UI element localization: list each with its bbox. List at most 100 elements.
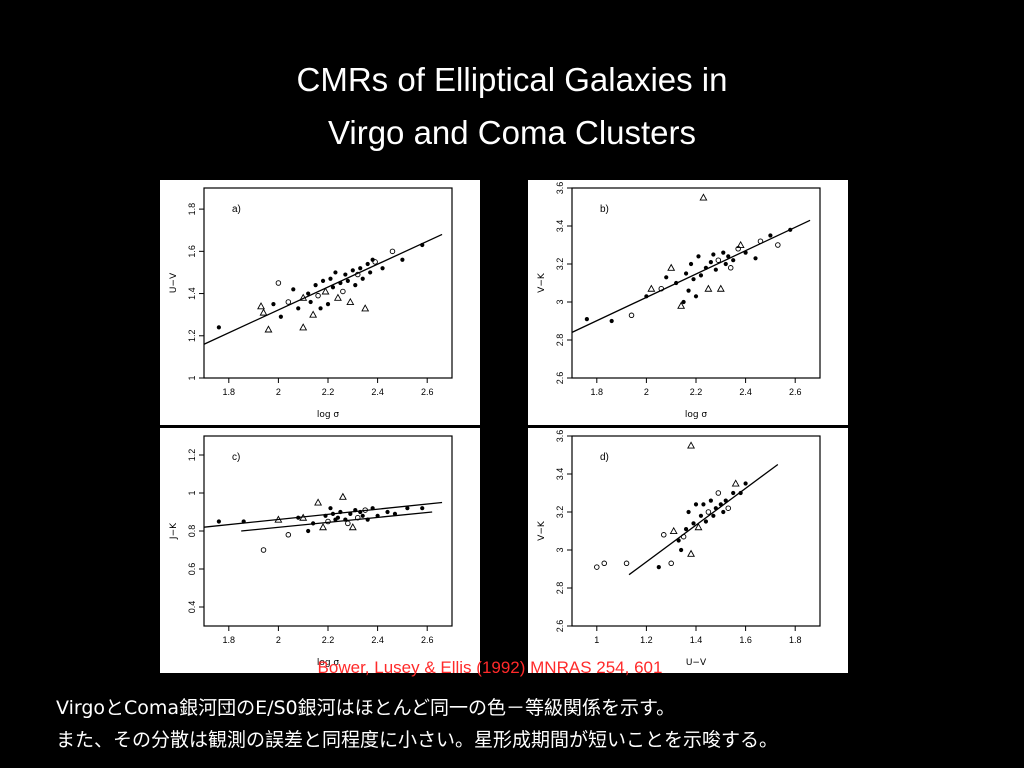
y-tick-label: 0.4 <box>187 601 197 614</box>
data-point-filled <box>698 273 704 278</box>
data-point-filled <box>343 517 348 522</box>
y-tick-label: 3.4 <box>555 468 565 481</box>
data-point-triangle <box>309 310 318 318</box>
x-tick-label: 1 <box>594 635 599 645</box>
fit-line <box>571 219 811 333</box>
data-point-triangle <box>716 284 725 292</box>
data-point-filled <box>723 498 728 503</box>
data-point-triangle <box>319 523 328 531</box>
y-tick-label: 3.6 <box>555 430 565 443</box>
data-point-open <box>340 288 346 295</box>
x-tick-label: 1.6 <box>739 635 752 645</box>
data-point-filled <box>676 538 681 543</box>
chart-panel-d: 1 1.2 1.4 1.6 1.8 2.6 2.8 3 3.2 3.4 3.6 U−V V−K d) <box>528 428 848 673</box>
x-tick-label: 2.2 <box>322 635 335 645</box>
data-point-filled <box>711 513 716 518</box>
data-point-open <box>355 271 361 278</box>
data-point-filled <box>358 266 363 271</box>
data-point-filled <box>711 252 716 257</box>
y-tick-label: 2.8 <box>555 334 565 347</box>
data-point-filled <box>743 481 748 486</box>
data-point-open <box>661 532 667 538</box>
x-tick-label: 2 <box>644 387 649 397</box>
data-point-filled <box>400 257 405 262</box>
data-point-open <box>757 238 764 244</box>
y-tick-label: 1.6 <box>187 245 197 258</box>
caption-line2: また、その分散は観測の誤差と同程度に小さい。星形成期間が短いことを示唆する。 <box>56 729 779 751</box>
data-point-filled <box>731 258 736 263</box>
x-tick-label: 2.2 <box>322 387 335 397</box>
data-point-filled <box>318 306 323 311</box>
y-tick-label: 1 <box>187 375 197 380</box>
data-point-filled <box>385 509 390 515</box>
data-point-filled <box>380 266 385 271</box>
data-point-open <box>285 532 292 538</box>
data-point-triangle <box>687 549 696 557</box>
data-point-triangle <box>259 308 268 316</box>
data-point-filled <box>708 260 713 265</box>
data-point-filled <box>296 306 301 311</box>
data-point-open <box>658 285 665 292</box>
data-point-triangle <box>299 323 308 331</box>
data-point-filled <box>271 302 276 307</box>
data-point-filled <box>723 261 728 267</box>
data-point-filled <box>703 519 709 524</box>
data-point-triangle <box>677 301 686 309</box>
data-point-filled <box>330 285 336 290</box>
data-point-filled <box>353 508 358 513</box>
panel-label: b) <box>600 204 609 215</box>
y-tick-label: 3 <box>555 547 565 552</box>
panel-background <box>528 180 848 425</box>
data-point-filled <box>701 502 706 507</box>
data-point-filled <box>368 270 373 275</box>
data-point-filled <box>216 519 221 524</box>
x-tick-label: 2.4 <box>371 635 384 645</box>
y-tick-label: 1 <box>187 490 197 495</box>
fit-line <box>203 233 443 345</box>
x-tick-label: 1.8 <box>223 635 236 645</box>
data-point-open <box>362 507 368 513</box>
y-tick-label: 3.4 <box>555 220 565 233</box>
data-point-filled <box>644 294 649 299</box>
x-tick-label: 1.8 <box>591 387 604 397</box>
data-point-filled <box>664 275 669 280</box>
data-point-triangle <box>667 263 676 271</box>
data-point-open <box>705 509 712 515</box>
data-point-triangle <box>264 325 273 333</box>
data-point-triangle <box>274 515 283 523</box>
data-point-filled <box>721 509 726 515</box>
x-tick-label: 2.2 <box>690 387 703 397</box>
data-point-filled <box>691 521 696 526</box>
data-point-open <box>601 560 607 567</box>
data-point-filled <box>330 511 336 516</box>
data-point-open <box>275 280 282 286</box>
data-point-filled <box>328 506 333 511</box>
data-point-filled <box>375 513 380 518</box>
data-point-filled <box>688 261 694 267</box>
x-tick-label: 1.2 <box>640 635 653 645</box>
data-point-open <box>325 518 331 525</box>
panel-background <box>160 180 480 425</box>
data-point-filled <box>296 515 301 520</box>
data-point-open <box>725 505 731 511</box>
data-point-filled <box>788 227 793 232</box>
x-tick-label: 2.4 <box>371 387 384 397</box>
data-point-filled <box>350 268 355 273</box>
data-point-filled <box>686 509 691 515</box>
data-point-filled <box>216 325 221 330</box>
data-point-triangle <box>346 297 355 306</box>
data-point-filled <box>325 302 331 307</box>
data-point-filled <box>358 509 363 515</box>
y-axis-label: V−K <box>537 272 547 293</box>
data-point-filled <box>338 509 343 515</box>
data-point-triangle <box>699 193 708 201</box>
data-point-filled <box>713 506 718 511</box>
data-point-open <box>715 490 722 496</box>
data-point-filled <box>721 250 726 255</box>
data-point-filled <box>738 490 743 496</box>
data-point-open <box>594 564 600 570</box>
y-tick-label: 3 <box>555 299 565 304</box>
data-point-filled <box>360 276 365 281</box>
x-tick-label: 1.8 <box>789 635 802 645</box>
data-point-filled <box>686 288 691 293</box>
